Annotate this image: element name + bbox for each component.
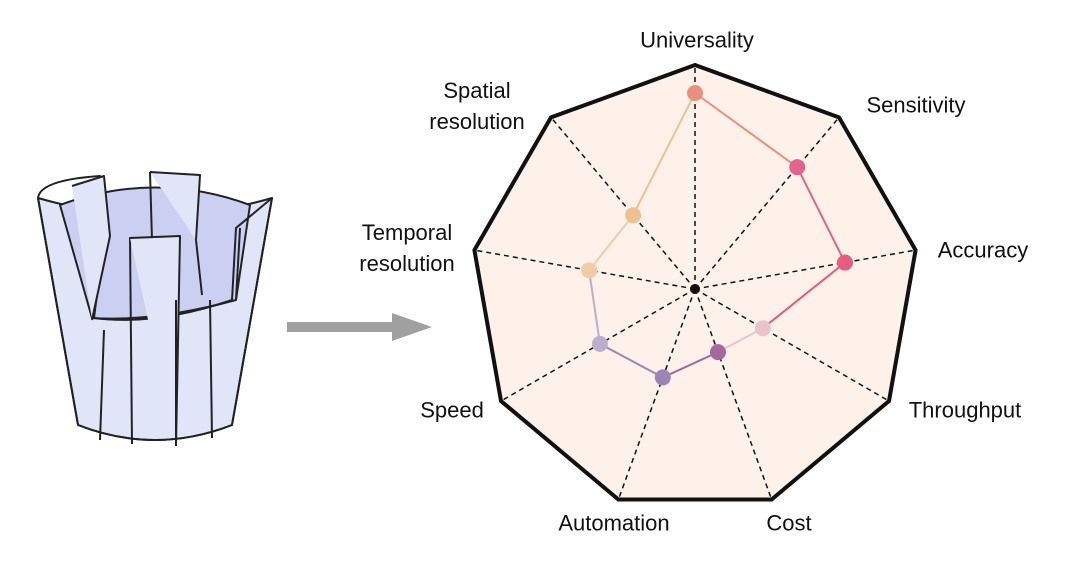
- spoke: [694, 288, 890, 402]
- axis-label: Speed: [420, 397, 484, 423]
- radar-point: [654, 369, 671, 386]
- radar-edge: [599, 342, 664, 379]
- radar-edge: [694, 92, 798, 168]
- arrow: [287, 313, 432, 341]
- axis-label: Universality: [640, 27, 754, 53]
- radar-point: [625, 207, 642, 224]
- radar-edge: [662, 351, 719, 379]
- radar-edge: [717, 327, 764, 354]
- radar-point: [709, 344, 726, 361]
- radar-edge: [588, 270, 601, 345]
- axis-label: Temporal resolution: [359, 220, 455, 276]
- axis-label: Accuracy: [937, 237, 1029, 263]
- spoke: [694, 116, 840, 290]
- radar-point: [687, 85, 703, 101]
- radar-point: [754, 320, 771, 337]
- axis-label: Sensitivity: [866, 92, 966, 118]
- radar-edge: [796, 166, 846, 263]
- radar-frame: [472, 62, 918, 502]
- radar-point: [789, 159, 806, 176]
- center-dot: [690, 284, 700, 294]
- cup: [37, 171, 273, 447]
- spoke: [694, 249, 916, 290]
- radar-edge: [762, 261, 846, 329]
- axis-label: Throughput: [908, 397, 1022, 423]
- radar-edge: [632, 92, 696, 216]
- radar-edge: [588, 214, 634, 271]
- axis-label: Spatial resolution: [429, 78, 525, 134]
- spoke: [694, 288, 773, 500]
- spoke: [617, 288, 696, 500]
- axis-label: Cost: [766, 510, 812, 536]
- axis-label: Automation: [558, 510, 670, 536]
- radar-point: [591, 335, 608, 352]
- radar-point: [581, 262, 598, 279]
- spoke: [550, 116, 696, 290]
- radar-point: [837, 254, 854, 271]
